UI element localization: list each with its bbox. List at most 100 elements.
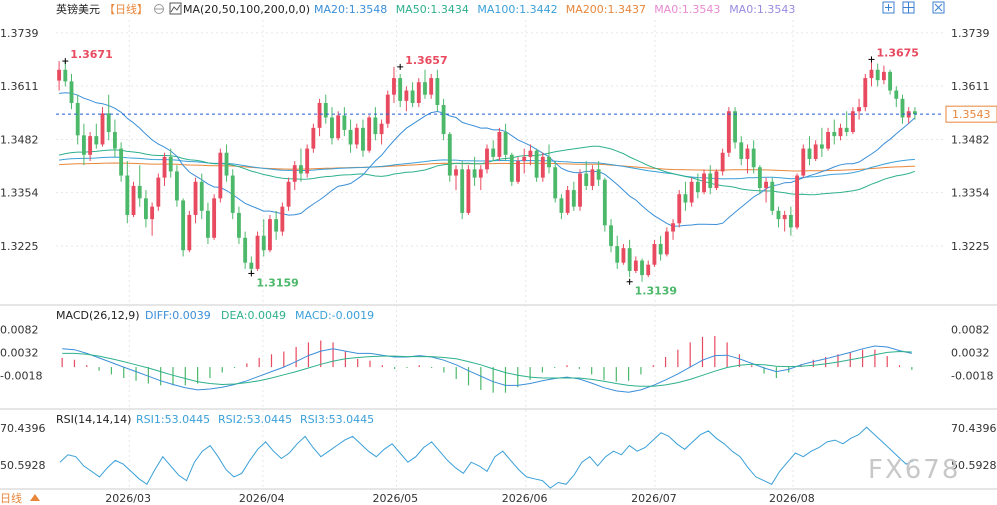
annotation-high: 1.3671 xyxy=(70,48,112,61)
candle-body xyxy=(844,127,849,132)
candle-body xyxy=(280,206,285,232)
close-icon[interactable] xyxy=(932,1,945,14)
rsi-panel: 70.4396 70.4396 50.5928 50.5928 xyxy=(0,422,997,489)
candle-body xyxy=(478,169,483,178)
annotation-high: 1.3657 xyxy=(405,54,447,67)
candle-body xyxy=(516,161,520,182)
x-tick-label: 2026/08 xyxy=(769,492,815,505)
candle-body xyxy=(776,210,781,220)
x-tick-label: 2026/03 xyxy=(105,492,151,505)
candle-body xyxy=(683,194,688,203)
candle-body xyxy=(286,181,291,207)
candle-body xyxy=(373,117,378,135)
candle-body xyxy=(168,156,173,172)
macd-y-tick-left: -0.0018 xyxy=(0,369,42,382)
candle-body xyxy=(596,169,601,180)
candle-body xyxy=(255,235,260,269)
y-tick-right: 1.3611 xyxy=(951,80,990,93)
current-price-tag xyxy=(945,105,997,123)
rsi1-label: RSI1:53.0445 xyxy=(136,413,210,426)
candle-body xyxy=(466,169,471,213)
candle-body xyxy=(441,105,446,135)
candle-body xyxy=(850,111,855,132)
candle-body xyxy=(385,94,390,124)
candle-body xyxy=(540,156,545,178)
candle-body xyxy=(633,260,638,271)
x-tick-label: 2026/04 xyxy=(239,492,285,505)
candle-body xyxy=(881,71,886,81)
candle-body xyxy=(485,148,489,170)
ma-value-label: MA100:1.3442 xyxy=(477,3,557,16)
candle-body xyxy=(243,237,248,263)
candle-body xyxy=(646,264,651,276)
ma-value-label: MA200:1.3437 xyxy=(566,3,646,16)
ma-value-label: MA0:1.3543 xyxy=(729,3,795,16)
move-icon[interactable] xyxy=(882,1,895,14)
layout-icon[interactable] xyxy=(902,1,915,14)
candle-body xyxy=(305,148,310,174)
candle-body xyxy=(658,244,663,255)
candle-body xyxy=(857,107,862,112)
candle-body xyxy=(565,190,570,213)
candle-body xyxy=(869,69,874,79)
settings-icon[interactable] xyxy=(154,4,164,14)
candle-body xyxy=(88,136,93,155)
candle-body xyxy=(218,152,223,199)
candle-body xyxy=(57,69,62,81)
triangle-up-icon[interactable] xyxy=(30,494,40,501)
candle-body xyxy=(671,223,675,232)
y-tick-left: 1.3739 xyxy=(0,27,39,40)
candle-body xyxy=(689,181,694,203)
rsi-line xyxy=(59,426,915,489)
candle-body xyxy=(609,225,613,247)
candle-body xyxy=(503,132,508,155)
candle-body xyxy=(788,214,793,228)
candle-body xyxy=(875,69,880,81)
candle-body xyxy=(559,198,564,213)
candle-body xyxy=(75,102,80,136)
candle-body xyxy=(677,194,682,224)
candle-body xyxy=(900,98,905,118)
candle-body xyxy=(813,144,818,159)
candle-body xyxy=(547,156,551,168)
candle-body xyxy=(261,235,266,251)
candle-body xyxy=(69,81,74,103)
candle-body xyxy=(212,198,217,238)
candle-body xyxy=(460,169,465,213)
candle-body xyxy=(534,150,539,178)
candle-body xyxy=(621,248,626,263)
chart-type-icon[interactable] xyxy=(169,2,182,15)
period-label[interactable]: 【日线】 xyxy=(104,2,148,16)
candle-body xyxy=(348,129,353,145)
candle-body xyxy=(553,167,558,199)
macd-y-tick-right: -0.0018 xyxy=(951,369,993,382)
candle-body xyxy=(640,260,644,276)
macd-title: MACD(26,12,9) xyxy=(56,309,140,322)
x-tick-label: 2026/07 xyxy=(631,492,677,505)
y-tick-left: 1.3354 xyxy=(0,187,39,200)
macd-y-tick-right: 0.0082 xyxy=(951,324,990,337)
y-tick-left: 1.3482 xyxy=(0,133,39,146)
candle-body xyxy=(361,127,365,151)
candle-body xyxy=(100,113,105,145)
candle-body xyxy=(602,179,607,226)
period-footer-label[interactable]: 日线 xyxy=(0,491,22,505)
candle-body xyxy=(398,78,403,101)
y-tick-left: 1.3225 xyxy=(0,240,39,253)
candle-body xyxy=(181,200,186,251)
candle-body xyxy=(292,165,297,182)
candle-body xyxy=(311,127,316,149)
watermark: FX678 xyxy=(868,455,960,485)
candle-body xyxy=(720,152,725,172)
candle-body xyxy=(764,181,768,188)
candle-body xyxy=(410,90,415,103)
rsi-y-tick-left: 50.5928 xyxy=(0,459,46,472)
annotation-high: 1.3675 xyxy=(876,46,918,59)
rsi-y-tick-right: 50.5928 xyxy=(951,459,997,472)
candle-body xyxy=(770,181,775,211)
candle-body xyxy=(708,173,713,188)
candle-body xyxy=(392,78,396,95)
candle-body xyxy=(497,132,502,157)
macd-panel: 0.0082 0.0082 0.0032 0.0032 -0.0018 -0.0018 xyxy=(0,324,993,393)
